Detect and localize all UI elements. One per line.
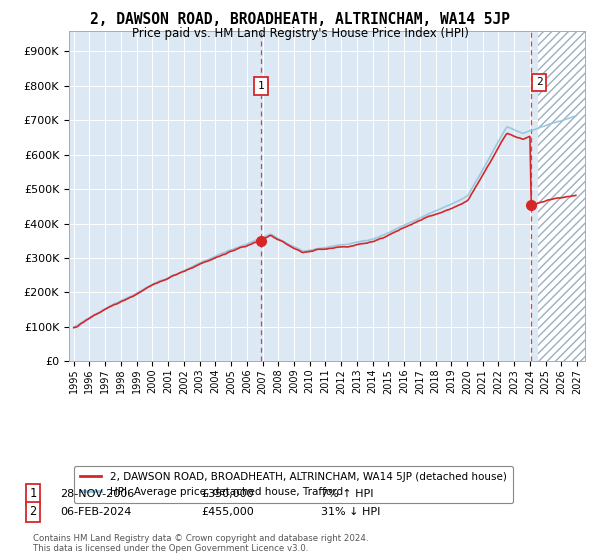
Text: Price paid vs. HM Land Registry's House Price Index (HPI): Price paid vs. HM Land Registry's House …	[131, 27, 469, 40]
Text: Contains HM Land Registry data © Crown copyright and database right 2024.
This d: Contains HM Land Registry data © Crown c…	[33, 534, 368, 553]
Bar	[538, 31, 585, 361]
Text: 7% ↑ HPI: 7% ↑ HPI	[321, 489, 373, 499]
Text: 06-FEB-2024: 06-FEB-2024	[60, 507, 131, 517]
Text: 28-NOV-2006: 28-NOV-2006	[60, 489, 134, 499]
Text: 2: 2	[536, 77, 542, 87]
Text: 2, DAWSON ROAD, BROADHEATH, ALTRINCHAM, WA14 5JP: 2, DAWSON ROAD, BROADHEATH, ALTRINCHAM, …	[90, 12, 510, 27]
Legend: 2, DAWSON ROAD, BROADHEATH, ALTRINCHAM, WA14 5JP (detached house), HPI: Average : 2, DAWSON ROAD, BROADHEATH, ALTRINCHAM, …	[74, 465, 513, 503]
Text: 1: 1	[258, 81, 265, 91]
Text: 31% ↓ HPI: 31% ↓ HPI	[321, 507, 380, 517]
Text: 2: 2	[29, 505, 37, 519]
Text: £350,000: £350,000	[201, 489, 254, 499]
Bar	[538, 31, 585, 361]
Text: 1: 1	[29, 487, 37, 501]
Text: £455,000: £455,000	[201, 507, 254, 517]
